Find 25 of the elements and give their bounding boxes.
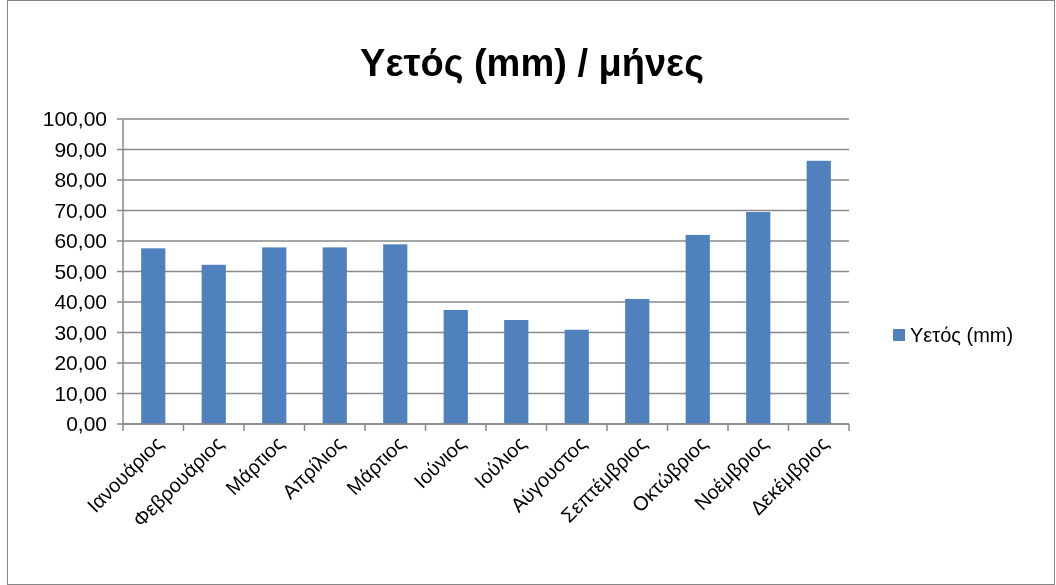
bar xyxy=(201,264,226,424)
y-tick-label: 100,00 xyxy=(42,107,107,131)
bar xyxy=(806,160,831,424)
bar xyxy=(443,309,468,424)
y-tick-label: 30,00 xyxy=(54,320,107,344)
y-tick-label: 60,00 xyxy=(54,229,107,253)
bar xyxy=(746,212,771,424)
bar xyxy=(564,329,589,424)
bar xyxy=(504,320,529,424)
y-tick-label: 80,00 xyxy=(54,168,107,192)
y-tick-label: 90,00 xyxy=(54,137,107,161)
bar xyxy=(625,298,650,424)
bar xyxy=(322,247,347,424)
legend-label: Υετός (mm) xyxy=(910,324,1014,346)
y-tick-label: 50,00 xyxy=(54,259,107,283)
bar xyxy=(141,248,166,424)
y-tick-label: 40,00 xyxy=(54,290,107,314)
bar xyxy=(383,244,408,424)
y-tick-label: 0,00 xyxy=(66,412,107,436)
bar xyxy=(685,234,710,424)
chart-title: Υετός (mm) / μήνες xyxy=(360,42,704,84)
bar xyxy=(262,247,287,424)
y-tick-label: 70,00 xyxy=(54,198,107,222)
y-tick-label: 20,00 xyxy=(54,351,107,375)
y-tick-label: 10,00 xyxy=(54,381,107,405)
